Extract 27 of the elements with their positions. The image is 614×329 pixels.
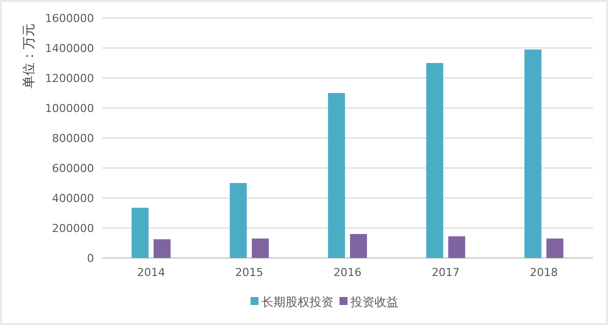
bar [230,183,247,258]
bar [426,63,444,258]
y-tick-label: 200000 [52,222,94,235]
y-tick-label: 800000 [52,132,94,145]
x-tick-label: 2018 [530,266,558,279]
bar [132,208,149,258]
y-tick-label: 1200000 [45,72,94,85]
y-tick-label: 1600000 [45,12,94,25]
y-axis-title: 单位：万元 [22,24,37,88]
x-tick-label: 2015 [235,266,264,279]
y-tick-label: 1400000 [45,42,94,55]
legend-label: 长期股权投资 [262,295,334,309]
bar [154,239,171,258]
bar [546,238,564,258]
x-tick-label: 2016 [334,266,362,279]
legend-label: 投资收益 [350,295,398,309]
x-tick-label: 2017 [432,266,460,279]
bar [328,93,345,258]
bar [252,238,269,258]
y-tick-label: 400000 [52,192,94,205]
y-tick-label: 600000 [52,162,94,175]
bar [524,50,542,258]
bar [350,234,367,258]
y-tick-label: 0 [87,252,94,265]
x-tick-label: 2014 [137,266,166,279]
bar [448,236,466,258]
y-tick-label: 1000000 [45,102,94,115]
